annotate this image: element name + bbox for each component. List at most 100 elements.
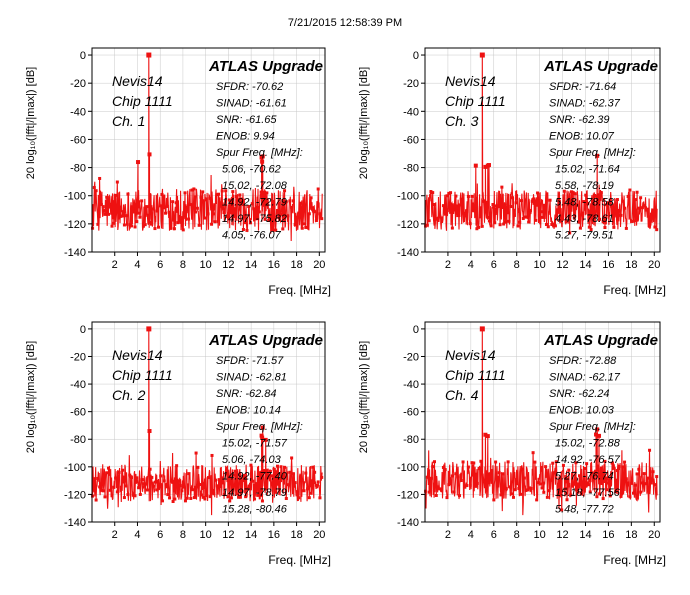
y-tick-label: -40 xyxy=(70,379,86,391)
data-marker xyxy=(586,201,590,205)
data-marker xyxy=(229,199,233,203)
plot-frame xyxy=(91,321,326,523)
stat-line: ENOB: 10.07 xyxy=(549,131,615,143)
data-marker xyxy=(593,193,597,197)
data-marker xyxy=(576,482,580,486)
data-marker xyxy=(101,205,105,209)
data-marker xyxy=(544,222,548,226)
data-marker xyxy=(260,499,264,503)
panel-label: Nevis14 xyxy=(445,347,496,363)
x-tick-label: 20 xyxy=(648,529,660,541)
spur-marker xyxy=(597,433,602,438)
data-marker xyxy=(162,479,166,483)
data-marker xyxy=(103,212,107,216)
x-tick-label: 14 xyxy=(245,529,257,541)
data-marker xyxy=(240,489,244,493)
y-axis-label: 20 log₁₀(|fft|/|max|) [dB] xyxy=(25,67,37,179)
data-marker xyxy=(431,465,435,469)
data-marker xyxy=(243,221,247,225)
data-marker xyxy=(288,199,292,203)
data-marker xyxy=(91,226,95,230)
data-marker xyxy=(562,189,566,193)
data-marker xyxy=(190,188,194,192)
data-marker xyxy=(596,213,600,217)
data-marker xyxy=(157,485,161,489)
data-marker xyxy=(128,473,132,477)
data-marker xyxy=(162,194,166,198)
data-marker xyxy=(279,465,283,469)
data-marker xyxy=(260,494,264,498)
data-marker xyxy=(217,478,221,482)
spur-marker xyxy=(260,425,265,430)
data-marker xyxy=(249,463,253,467)
data-marker xyxy=(508,485,512,489)
data-marker xyxy=(479,459,483,463)
x-tick-label: 14 xyxy=(579,259,591,271)
data-marker xyxy=(429,476,433,480)
data-marker xyxy=(229,496,233,500)
data-marker xyxy=(293,222,297,226)
data-marker xyxy=(443,212,447,216)
data-marker xyxy=(475,227,479,231)
data-marker xyxy=(509,205,513,209)
data-marker xyxy=(225,215,229,219)
data-marker xyxy=(546,225,550,229)
stat-line: 15.02, -72.88 xyxy=(555,438,621,450)
data-marker xyxy=(291,199,295,203)
data-marker xyxy=(171,500,175,504)
data-marker xyxy=(601,497,605,501)
x-tick-label: 10 xyxy=(200,259,212,271)
stat-line: 4.05, -76.07 xyxy=(222,230,282,242)
data-marker xyxy=(133,225,137,229)
data-marker xyxy=(461,460,465,464)
panel-label: Nevis14 xyxy=(112,347,163,363)
y-tick-label: -100 xyxy=(397,191,419,203)
x-tick-label: 16 xyxy=(602,529,614,541)
data-marker xyxy=(623,460,627,464)
data-marker xyxy=(454,194,458,198)
x-tick-label: 2 xyxy=(112,529,118,541)
data-marker xyxy=(599,191,603,195)
stat-line: SINAD: -62.17 xyxy=(549,372,621,384)
panel-label: Chip 1111 xyxy=(445,367,506,383)
data-marker xyxy=(518,220,522,224)
spectrum-trace xyxy=(425,54,658,233)
x-tick-label: 6 xyxy=(157,259,163,271)
spur-marker xyxy=(595,427,600,432)
data-marker xyxy=(250,202,254,206)
data-marker xyxy=(575,203,579,207)
stat-line: 15.18, -77.56 xyxy=(555,487,621,499)
data-marker xyxy=(595,495,599,499)
data-marker xyxy=(201,190,205,194)
data-marker xyxy=(210,453,214,457)
data-marker xyxy=(468,222,472,226)
data-marker xyxy=(648,224,652,228)
data-marker xyxy=(263,217,267,221)
data-marker xyxy=(644,482,648,486)
chart-title: ATLAS Upgrade xyxy=(543,58,658,75)
data-marker xyxy=(545,495,549,499)
data-marker xyxy=(485,478,489,482)
data-marker xyxy=(281,475,285,479)
data-marker xyxy=(500,185,504,189)
data-marker xyxy=(128,223,132,227)
data-marker xyxy=(191,488,195,492)
data-marker xyxy=(98,176,102,180)
data-marker xyxy=(197,223,201,227)
data-marker xyxy=(429,190,433,194)
x-tick-label: 12 xyxy=(222,259,234,271)
x-tick-label: 8 xyxy=(514,529,520,541)
data-marker xyxy=(578,226,582,230)
data-marker xyxy=(427,219,431,223)
plot-frame xyxy=(91,47,326,253)
data-marker xyxy=(619,213,623,217)
data-marker xyxy=(122,496,126,500)
x-tick-label: 10 xyxy=(534,259,546,271)
stat-line: SNR: -61.65 xyxy=(216,114,277,126)
data-marker xyxy=(443,468,447,472)
data-marker xyxy=(655,475,659,479)
data-marker xyxy=(623,206,627,210)
data-marker xyxy=(192,496,196,500)
data-marker xyxy=(201,495,205,499)
data-marker xyxy=(521,217,525,221)
